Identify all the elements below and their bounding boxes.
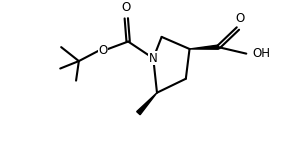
Text: OH: OH [253, 47, 271, 60]
Polygon shape [189, 45, 218, 49]
Text: O: O [98, 44, 108, 57]
Text: O: O [235, 12, 245, 25]
Text: O: O [122, 1, 131, 14]
Text: N: N [149, 52, 158, 65]
Polygon shape [137, 93, 157, 115]
